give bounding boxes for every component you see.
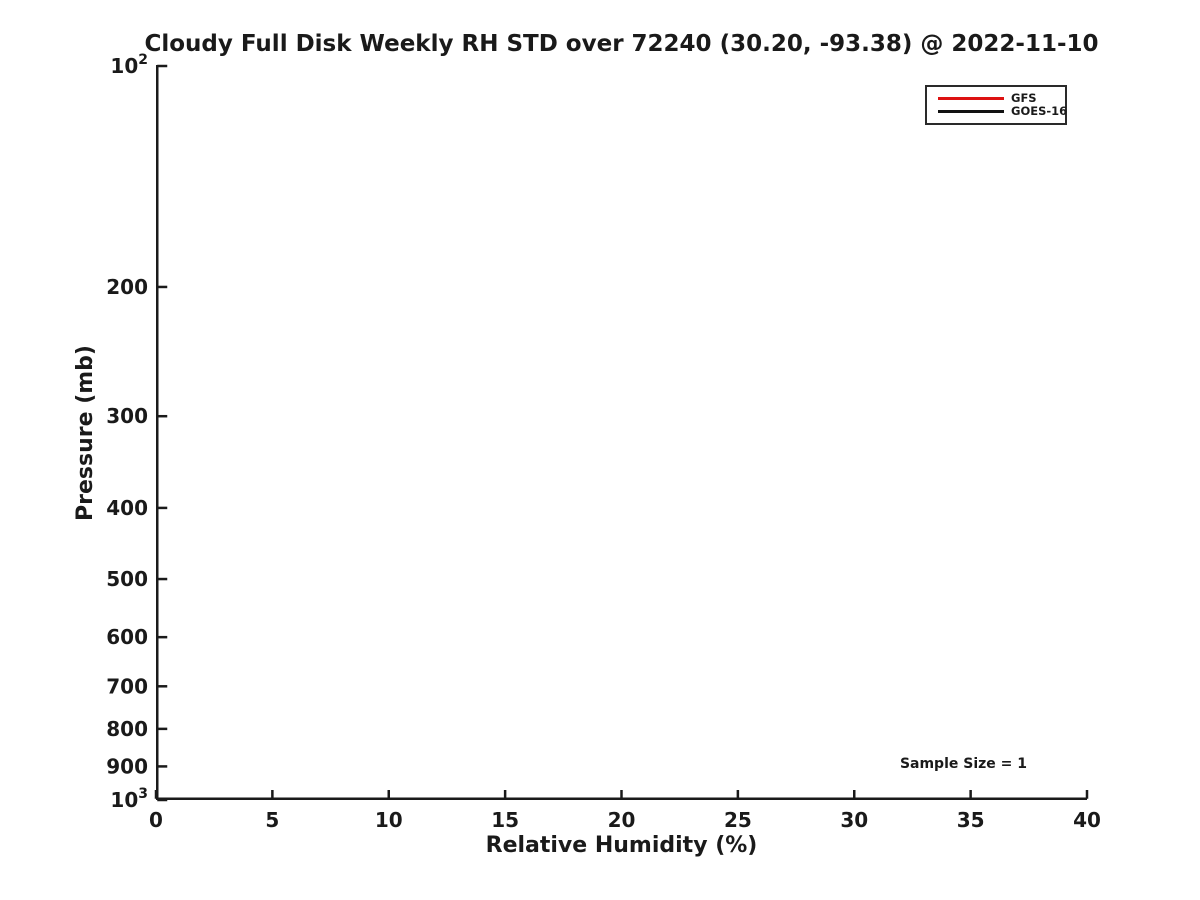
y-tick-label: 400 xyxy=(106,496,148,520)
x-tick-label: 40 xyxy=(1073,808,1101,832)
legend-label-gfs: GFS xyxy=(1011,91,1037,105)
x-tick-label: 30 xyxy=(840,808,868,832)
x-tick-label: 0 xyxy=(149,808,163,832)
legend-label-goes16: GOES-16 xyxy=(1011,104,1068,118)
y-tick-label: 103 xyxy=(110,786,148,812)
gfs-line-sample xyxy=(938,97,1004,100)
y-tick-label: 500 xyxy=(106,567,148,591)
legend-entry-goes16: GOES-16 xyxy=(938,105,1067,118)
axes-spines xyxy=(156,65,1087,800)
x-tick-label: 5 xyxy=(265,808,279,832)
sample-size-annotation: Sample Size = 1 xyxy=(899,756,1027,772)
legend: GFS GOES-16 xyxy=(925,85,1067,125)
x-tick-label: 25 xyxy=(724,808,752,832)
chart-title: Cloudy Full Disk Weekly RH STD over 7224… xyxy=(144,31,1099,57)
y-tick-label: 700 xyxy=(106,674,148,698)
y-tick-label: 600 xyxy=(106,625,148,649)
y-tick-label: 800 xyxy=(106,717,148,741)
x-tick-label: 15 xyxy=(491,808,519,832)
y-tick-label: 200 xyxy=(106,275,148,299)
goes16-line-sample xyxy=(938,110,1004,113)
legend-entry-gfs: GFS xyxy=(938,92,1057,105)
y-tick-label: 900 xyxy=(106,754,148,778)
x-tick-label: 35 xyxy=(957,808,985,832)
y-tick-label: 102 xyxy=(110,52,148,78)
y-tick-label: 300 xyxy=(106,404,148,428)
x-tick-label: 20 xyxy=(608,808,636,832)
x-tick-label: 10 xyxy=(375,808,403,832)
x-axis-label: Relative Humidity (%) xyxy=(485,833,758,858)
